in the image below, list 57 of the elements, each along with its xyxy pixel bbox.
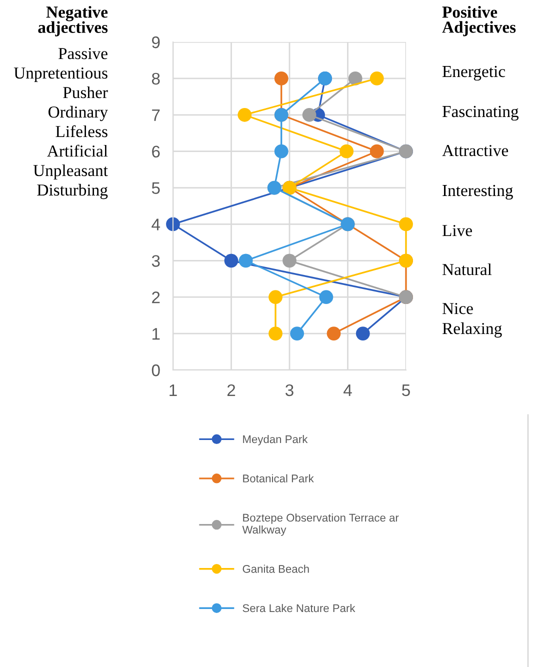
text: Fascinating (442, 106, 519, 121)
point (370, 144, 384, 158)
point (268, 326, 282, 340)
text: Artificial (47, 144, 108, 157)
point (399, 217, 413, 232)
text: Relaxing (442, 322, 502, 338)
x-tick-label: 3 (286, 384, 294, 396)
legend-label: Boztepe Observation Terrace ar Walkway (242, 513, 399, 536)
point (356, 326, 370, 340)
point (290, 326, 304, 340)
text: Disturbing (37, 184, 108, 200)
point (326, 326, 341, 340)
x-tick-label: 2 (227, 384, 236, 396)
text: Attractive (442, 144, 508, 156)
text: Interesting (442, 184, 513, 200)
point (348, 72, 362, 86)
point (282, 254, 296, 268)
text: Negative adjectives (38, 6, 108, 36)
y-tick-label: 2 (152, 292, 160, 304)
y-tick-label: 9 (152, 36, 160, 48)
y-tick-label: 0 (152, 364, 160, 376)
text: Unpleasant (33, 164, 108, 180)
point (224, 254, 238, 268)
legend-label: Meydan Park (243, 435, 308, 446)
x-tick-label: 5 (402, 384, 410, 396)
y-tick-label: 5 (152, 182, 160, 194)
text: Live (442, 224, 472, 236)
text: Nice (442, 302, 473, 314)
point (302, 108, 316, 122)
y-tick-label: 1 (152, 328, 160, 340)
text: Natural (442, 263, 492, 276)
point (238, 108, 252, 122)
y-tick-label: 3 (152, 255, 160, 267)
legend-label: Ganita Beach (242, 564, 309, 573)
x-tick-label: 4 (344, 384, 352, 396)
y-tick-label: 7 (152, 109, 160, 121)
y-tick-label: 6 (152, 146, 160, 158)
y-tick-label: 8 (152, 72, 160, 85)
text: Lifeless (56, 125, 108, 138)
point (268, 290, 282, 304)
point (238, 254, 253, 268)
legend-label: Sera Lake Nature Park (242, 604, 356, 612)
point (340, 144, 354, 158)
point (274, 72, 288, 86)
text: Passive (58, 48, 108, 60)
y-tick-label: 4 (152, 218, 160, 230)
point (319, 290, 334, 304)
point (166, 217, 180, 232)
text: Unpretentious (14, 67, 108, 82)
x-tick-label: 1 (170, 384, 177, 396)
point (274, 144, 288, 158)
legend-label: Botanical Park (243, 474, 314, 482)
text: Energetic (442, 66, 506, 81)
text: Ordinary (48, 106, 108, 122)
point (370, 72, 384, 86)
text: Pusher (63, 86, 108, 98)
text: Positive Adjectives (442, 6, 516, 36)
